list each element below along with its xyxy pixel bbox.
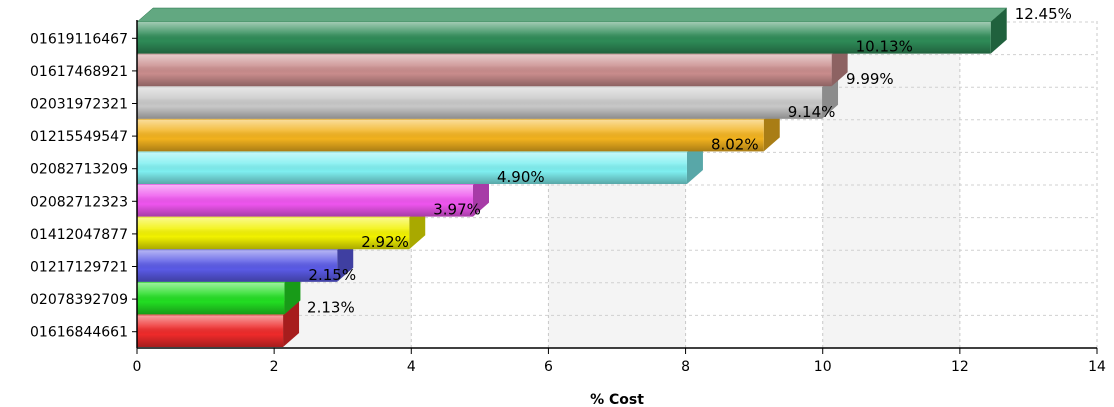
- x-tick-label: 14: [1088, 359, 1106, 375]
- bar-value-label: 9.14%: [788, 103, 836, 121]
- y-category-label: 01616844661: [30, 325, 128, 341]
- bar-shine: [137, 282, 285, 315]
- bar-shine: [137, 217, 410, 250]
- axes: [132, 20, 1098, 354]
- bar-shine: [137, 22, 991, 54]
- bar-shine: [137, 54, 832, 87]
- x-tick-label: 2: [270, 359, 279, 375]
- x-axis-title: % Cost: [590, 392, 644, 407]
- bar-shine: [137, 152, 687, 184]
- x-tick-label: 12: [951, 359, 969, 375]
- y-category-label: 01217129721: [30, 260, 128, 276]
- bar-shine: [137, 315, 284, 347]
- bar-shine: [137, 250, 338, 282]
- y-category-label: 01412047877: [30, 227, 128, 243]
- bar-value-label: 4.90%: [497, 168, 545, 186]
- x-tick-label: 4: [407, 359, 416, 375]
- y-category-label: 01617468921: [30, 64, 128, 80]
- bar-value-label: 2.15%: [308, 266, 356, 284]
- bar: [136, 7, 1008, 54]
- x-tick-label: 10: [814, 359, 832, 375]
- x-tick-label: 8: [681, 359, 690, 375]
- bar-shine: [137, 87, 823, 119]
- y-category-label: 02082713209: [30, 162, 128, 178]
- bar-value-label: 2.92%: [361, 233, 409, 251]
- bar-shine: [137, 119, 764, 152]
- bar-value-label: 9.99%: [846, 70, 894, 88]
- bar-value-label: 12.45%: [1015, 5, 1072, 23]
- y-category-label: 02082712323: [30, 194, 128, 210]
- bar-top-face: [136, 7, 1008, 23]
- bar-value-label: 10.13%: [856, 38, 913, 56]
- bars: [136, 7, 1008, 347]
- x-tick-label: 6: [544, 359, 553, 375]
- y-category-label: 01619116467: [30, 31, 128, 47]
- bar-side-face: [283, 301, 300, 347]
- bar-value-label: 2.13%: [307, 298, 355, 316]
- bar-side-face: [990, 8, 1007, 54]
- labels: 0 2 4 6 8 10 12 14 01619116467 12.45% 01617468921 1…: [30, 5, 1106, 375]
- y-category-label: 02078392709: [30, 292, 128, 308]
- bar-shine: [137, 185, 473, 217]
- x-tick-label: 0: [133, 359, 142, 375]
- y-category-label: 01215549547: [30, 129, 128, 145]
- bar-value-label: 8.02%: [711, 135, 759, 153]
- y-category-label: 02031972321: [30, 97, 128, 113]
- bar-value-label: 3.97%: [433, 201, 481, 219]
